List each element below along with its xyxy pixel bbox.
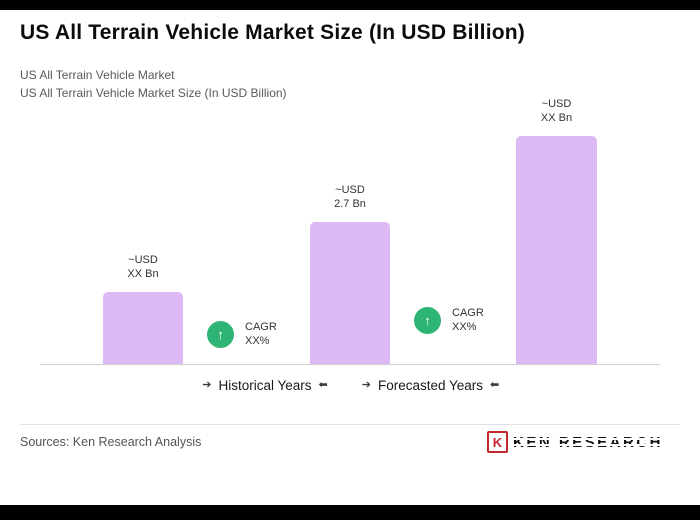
bar-group-current: ~USD 2.7 Bn (310, 183, 390, 364)
bar-value-label: ~USD 2.7 Bn (334, 183, 366, 211)
bottom-accent-bar (0, 505, 700, 520)
page-title: US All Terrain Vehicle Market Size (In U… (20, 21, 525, 44)
bar-value-line1: ~USD (128, 254, 158, 266)
bar-chart: ~USD XX Bn ~USD 2.7 Bn ~USD XX Bn ↑ (40, 97, 660, 365)
ken-logo-wordmark: KEN RESEARCH (513, 433, 664, 451)
bar-value-line1: ~USD (335, 184, 365, 196)
sources-text: Sources: Ken Research Analysis (20, 435, 202, 449)
left-arrow-icon: ⬅ (318, 379, 328, 391)
right-arrow-icon: ➔ (361, 379, 371, 391)
cagr-badge-forecast: ↑ CAGR XX% (414, 306, 484, 334)
top-accent-bar (0, 0, 700, 10)
bar-value-line2: XX Bn (540, 112, 573, 124)
cagr-label: CAGR (245, 321, 277, 333)
left-arrow-icon: ⬅ (490, 379, 500, 391)
cagr-text: CAGR XX% (245, 320, 277, 348)
growth-up-icon: ↑ (207, 320, 234, 348)
period-text: Historical Years (218, 378, 312, 393)
period-text: Forecasted Years (377, 378, 484, 393)
x-axis-line (40, 364, 660, 365)
growth-up-icon: ↑ (414, 306, 441, 334)
period-label-forecasted: ➔ Forecasted Years ⬅ (348, 378, 513, 393)
cagr-value: XX% (245, 335, 270, 347)
bar-value-label: ~USD XX Bn (127, 253, 158, 281)
up-arrow-glyph: ↑ (217, 326, 224, 342)
up-arrow-glyph: ↑ (424, 312, 431, 328)
bar-value-label: ~USD XX Bn (541, 97, 572, 125)
cagr-label: CAGR (452, 307, 484, 319)
market-bar (516, 136, 597, 364)
bar-group-historical: ~USD XX Bn (103, 253, 183, 364)
ken-logo-letter: K (492, 434, 503, 450)
bar-value-line1: ~USD (541, 98, 572, 110)
ken-logo-icon: K (487, 431, 508, 453)
cagr-text: CAGR XX% (452, 306, 484, 334)
period-label-historical: ➔ Historical Years ⬅ (190, 378, 340, 393)
bar-group-forecast: ~USD XX Bn (516, 97, 597, 364)
market-bar (310, 222, 390, 364)
chart-subtitle-line2: US All Terrain Vehicle Market Size (In U… (20, 86, 287, 100)
bar-value-line2: 2.7 Bn (334, 198, 366, 210)
right-arrow-icon: ➔ (202, 379, 212, 391)
footer-divider (20, 424, 680, 425)
ken-research-logo: K KEN RESEARCH (487, 431, 664, 453)
cagr-value: XX% (452, 321, 477, 333)
cagr-badge-historical: ↑ CAGR XX% (207, 320, 277, 348)
market-bar (103, 292, 183, 364)
bar-value-line2: XX Bn (127, 268, 159, 280)
chart-subtitle-line1: US All Terrain Vehicle Market (20, 68, 175, 82)
